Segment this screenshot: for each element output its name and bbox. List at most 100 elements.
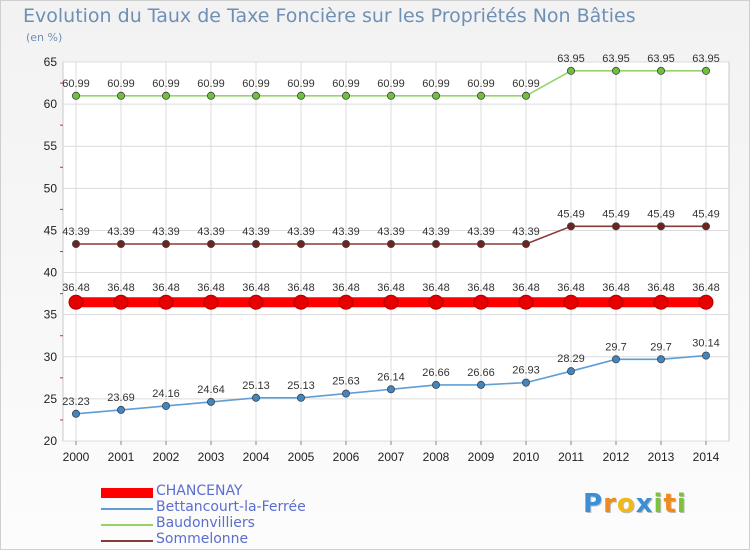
data-point-chancenay (518, 294, 534, 310)
proxiti-logo: Proxiti (583, 489, 687, 519)
x-tick-label: 2000 (63, 450, 90, 464)
data-label-chancenay: 36.48 (62, 282, 90, 294)
data-point-baudonvilliers (476, 91, 485, 100)
y-tick-label: 55 (44, 139, 58, 153)
data-point-sommelonne (702, 222, 711, 231)
data-label-chancenay: 36.48 (692, 282, 720, 294)
data-label-bettancourt-la-ferr-e: 29.7 (650, 341, 671, 353)
data-label-chancenay: 36.48 (377, 282, 405, 294)
data-point-bettancourt-la-ferr-e (117, 405, 126, 414)
data-point-bettancourt-la-ferr-e (567, 367, 576, 376)
data-point-baudonvilliers (341, 91, 350, 100)
y-tick-label: 45 (44, 223, 58, 237)
data-label-baudonvilliers: 63.95 (647, 53, 675, 65)
data-point-baudonvilliers (72, 91, 81, 100)
data-label-sommelonne: 43.39 (512, 226, 540, 238)
data-label-bettancourt-la-ferr-e: 25.13 (242, 380, 270, 392)
data-point-sommelonne (476, 240, 485, 249)
data-label-sommelonne: 43.39 (197, 226, 225, 238)
data-label-chancenay: 36.48 (512, 282, 540, 294)
data-label-baudonvilliers: 60.99 (332, 78, 360, 90)
data-label-baudonvilliers: 63.95 (557, 53, 585, 65)
data-label-baudonvilliers: 60.99 (377, 78, 405, 90)
x-tick-label: 2005 (288, 450, 315, 464)
data-label-sommelonne: 45.49 (602, 208, 630, 220)
x-tick-label: 2007 (378, 450, 405, 464)
data-label-sommelonne: 45.49 (557, 208, 585, 220)
data-label-baudonvilliers: 63.95 (692, 53, 720, 65)
data-point-chancenay (203, 294, 219, 310)
data-point-bettancourt-la-ferr-e (251, 393, 260, 402)
data-point-chancenay (608, 294, 624, 310)
data-point-sommelonne (431, 240, 440, 249)
logo-letter: P (583, 489, 604, 519)
plot-area (62, 61, 730, 442)
data-label-baudonvilliers: 60.99 (242, 78, 270, 90)
data-label-sommelonne: 45.49 (692, 208, 720, 220)
data-point-bettancourt-la-ferr-e (161, 401, 170, 410)
data-label-sommelonne: 43.39 (377, 226, 405, 238)
data-point-bettancourt-la-ferr-e (431, 380, 440, 389)
legend-label: CHANCENAY (156, 483, 243, 499)
chart-subtitle: (en %) (26, 31, 63, 44)
data-point-sommelonne (567, 222, 576, 231)
data-point-bettancourt-la-ferr-e (612, 355, 621, 364)
x-tick-label: 2004 (243, 450, 270, 464)
data-label-sommelonne: 43.39 (242, 226, 270, 238)
y-tick-label: 60 (44, 97, 58, 111)
data-point-baudonvilliers (296, 91, 305, 100)
y-tick-label: 40 (44, 266, 58, 280)
data-point-sommelonne (251, 240, 260, 249)
data-point-bettancourt-la-ferr-e (657, 355, 666, 364)
data-point-baudonvilliers (206, 91, 215, 100)
data-point-baudonvilliers (251, 91, 260, 100)
data-label-baudonvilliers: 60.99 (287, 78, 315, 90)
data-label-chancenay: 36.48 (152, 282, 180, 294)
data-label-chancenay: 36.48 (647, 282, 675, 294)
x-tick-label: 2006 (333, 450, 360, 464)
data-label-sommelonne: 45.49 (647, 208, 675, 220)
data-label-chancenay: 36.48 (107, 282, 135, 294)
data-label-baudonvilliers: 60.99 (512, 78, 540, 90)
data-label-chancenay: 36.48 (242, 282, 270, 294)
data-label-chancenay: 36.48 (197, 282, 225, 294)
x-tick-label: 2010 (513, 450, 540, 464)
data-label-baudonvilliers: 60.99 (197, 78, 225, 90)
data-point-sommelonne (206, 240, 215, 249)
data-label-chancenay: 36.48 (332, 282, 360, 294)
y-tick-label: 20 (44, 434, 58, 448)
data-point-baudonvilliers (161, 91, 170, 100)
data-label-chancenay: 36.48 (287, 282, 315, 294)
y-tick-label: 25 (44, 392, 58, 406)
data-label-bettancourt-la-ferr-e: 24.64 (197, 384, 225, 396)
logo-letter: r (603, 489, 617, 519)
data-point-baudonvilliers (702, 66, 711, 75)
chart-title: Evolution du Taux de Taxe Foncière sur l… (23, 5, 636, 27)
y-tick-label: 30 (44, 350, 58, 364)
data-label-bettancourt-la-ferr-e: 26.66 (467, 367, 495, 379)
data-point-bettancourt-la-ferr-e (702, 351, 711, 360)
data-label-chancenay: 36.48 (557, 282, 585, 294)
legend-swatch (101, 508, 153, 510)
data-point-sommelonne (117, 240, 126, 249)
data-point-bettancourt-la-ferr-e (386, 385, 395, 394)
legend-swatch (101, 524, 153, 526)
data-label-sommelonne: 43.39 (287, 226, 315, 238)
y-tick-label: 35 (44, 308, 58, 322)
data-point-chancenay (428, 294, 444, 310)
x-tick-label: 2013 (648, 450, 675, 464)
data-point-baudonvilliers (567, 66, 576, 75)
legend-swatch (101, 540, 153, 542)
y-tick-label: 65 (44, 55, 58, 69)
data-point-chancenay (473, 294, 489, 310)
data-label-bettancourt-la-ferr-e: 24.16 (152, 388, 180, 400)
x-tick-label: 2012 (603, 450, 630, 464)
logo-letter: x (635, 489, 654, 519)
x-tick-label: 2008 (423, 450, 450, 464)
x-tick-label: 2002 (153, 450, 180, 464)
data-label-sommelonne: 43.39 (467, 226, 495, 238)
data-point-bettancourt-la-ferr-e (476, 380, 485, 389)
data-label-baudonvilliers: 60.99 (107, 78, 135, 90)
logo-letter: t (663, 489, 677, 519)
data-point-chancenay (383, 294, 399, 310)
